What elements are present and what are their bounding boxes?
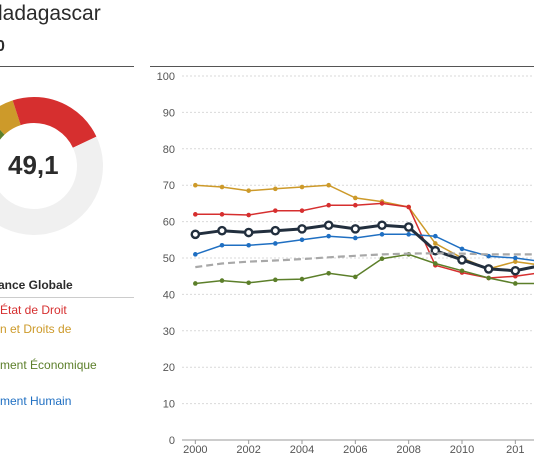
series-point xyxy=(273,186,278,192)
series-point xyxy=(246,212,251,218)
series-point xyxy=(459,268,465,274)
series-point xyxy=(433,233,438,239)
series-point xyxy=(273,208,278,213)
x-tick-label: 2010 xyxy=(450,444,474,456)
legend-item-droits[interactable]: n et Droits de xyxy=(0,322,72,336)
series-point xyxy=(326,182,331,188)
series-point xyxy=(299,208,305,213)
series-point xyxy=(510,265,521,276)
series-point xyxy=(193,281,198,286)
divider-left xyxy=(0,66,134,67)
x-tick-label: 2002 xyxy=(236,444,260,456)
series-point xyxy=(353,195,358,201)
x-tick-label: 201 xyxy=(506,444,524,456)
series-point xyxy=(403,222,414,232)
series-point xyxy=(433,241,438,246)
series-point xyxy=(513,259,518,264)
y-tick-label: 70 xyxy=(163,180,175,192)
series-point xyxy=(299,276,305,282)
series-point xyxy=(323,220,334,231)
series-point xyxy=(353,202,358,208)
series-point xyxy=(457,255,467,265)
series-point xyxy=(326,233,331,239)
series-line xyxy=(195,253,534,285)
legend-item-humain[interactable]: ment Humain xyxy=(0,394,72,408)
series-point xyxy=(379,256,385,262)
series-point xyxy=(243,227,254,238)
score-donut-chart xyxy=(0,97,103,235)
y-tick-label: 10 xyxy=(163,399,175,411)
y-tick-label: 80 xyxy=(163,144,175,156)
series-2 xyxy=(193,232,534,262)
series-point xyxy=(433,261,438,266)
series-point xyxy=(326,202,331,208)
legend-item-etat-de-droit[interactable]: État de Droit xyxy=(0,303,67,317)
y-tick-label: 30 xyxy=(163,326,175,338)
x-tick-label: 2008 xyxy=(396,444,420,456)
x-tick-label: 2006 xyxy=(343,444,367,456)
donut-segment-5 xyxy=(12,97,35,126)
series-point xyxy=(246,242,251,248)
series-point xyxy=(270,225,281,236)
series-point xyxy=(297,224,307,234)
series-point xyxy=(350,224,361,234)
series-point xyxy=(219,278,225,283)
series-point xyxy=(353,274,358,280)
series-point xyxy=(513,255,518,261)
y-tick-label: 90 xyxy=(163,107,175,119)
series-point xyxy=(299,237,305,243)
series-3 xyxy=(193,252,534,286)
series-point xyxy=(459,246,465,252)
series-point xyxy=(377,220,387,231)
series-point xyxy=(379,232,385,237)
divider-right xyxy=(150,66,534,67)
series-point xyxy=(273,277,278,283)
series-4 xyxy=(190,220,534,276)
page-title: ladagascar xyxy=(0,2,101,25)
y-tick-label: 40 xyxy=(163,289,175,301)
series-point xyxy=(193,182,198,188)
series-point xyxy=(219,242,225,248)
series-point xyxy=(486,275,491,281)
score-value: 49,1 xyxy=(8,150,59,180)
series-point xyxy=(379,201,385,206)
y-tick-label: 0 xyxy=(169,435,175,447)
legend-title: ance Globale xyxy=(0,278,73,292)
series-5 xyxy=(195,252,534,269)
series-point xyxy=(219,212,225,217)
series-point xyxy=(193,212,198,217)
series-point xyxy=(513,281,518,286)
series-point xyxy=(190,229,201,240)
y-tick-label: 20 xyxy=(163,362,175,374)
series-point xyxy=(406,204,411,210)
y-tick-label: 50 xyxy=(163,253,175,265)
rank-label: 0 xyxy=(0,38,5,55)
series-point xyxy=(193,252,198,257)
series-point xyxy=(246,280,251,286)
series-point xyxy=(353,235,358,241)
series-point xyxy=(273,241,278,246)
series-point xyxy=(483,264,494,274)
x-tick-label: 2004 xyxy=(290,444,314,456)
legend-item-economique[interactable]: ment Économique xyxy=(0,358,97,372)
y-tick-label: 100 xyxy=(157,71,175,83)
donut-segment-1 xyxy=(0,136,103,235)
series-point xyxy=(326,270,331,276)
x-tick-label: 2000 xyxy=(183,444,207,456)
legend-divider xyxy=(0,297,134,298)
series-point xyxy=(246,188,251,193)
donut-segment-0 xyxy=(33,97,97,149)
series-point xyxy=(217,225,227,236)
y-tick-label: 60 xyxy=(163,217,175,229)
series-line xyxy=(195,252,534,269)
series-point xyxy=(219,184,225,190)
series-point xyxy=(406,232,411,237)
donut-segment-4 xyxy=(0,100,22,136)
series-point xyxy=(299,184,305,190)
